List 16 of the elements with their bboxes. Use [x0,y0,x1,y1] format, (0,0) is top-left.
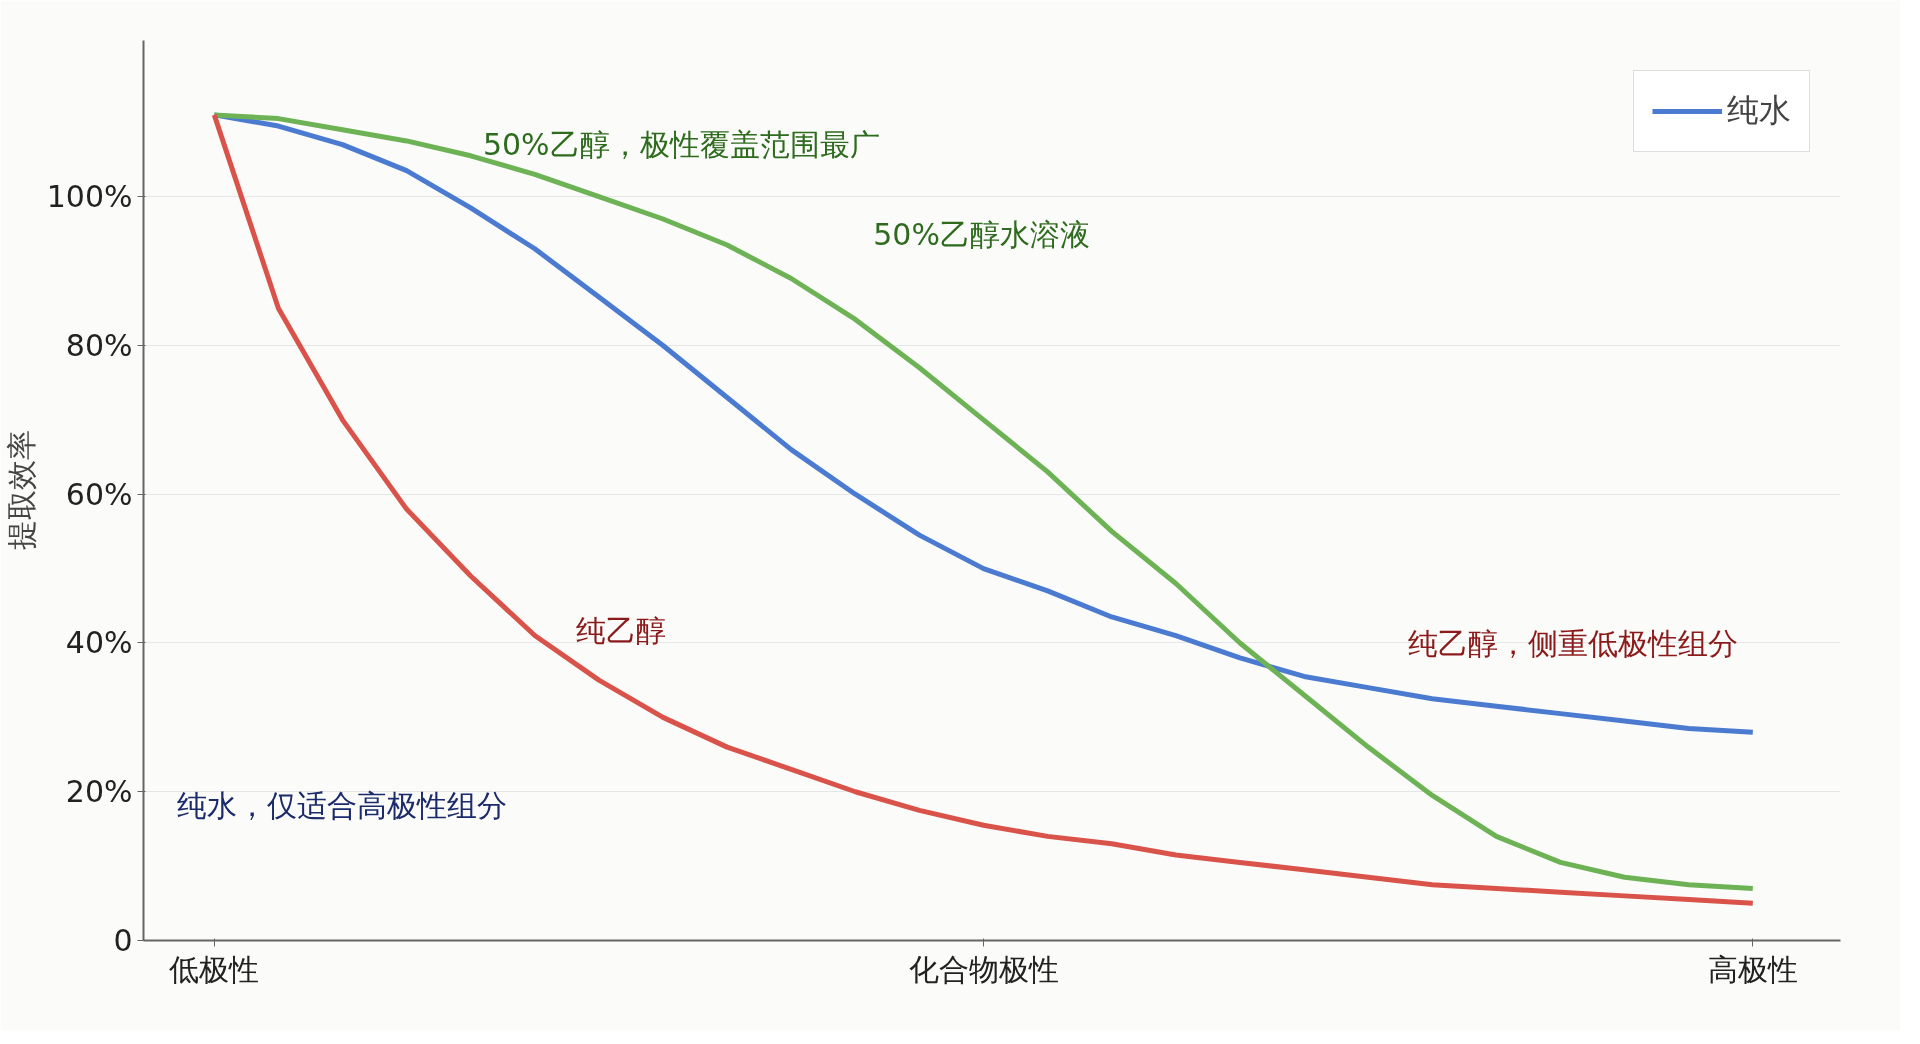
annotation: 纯水，仅适合高极性组分 [177,788,508,823]
annotation: 纯乙醇，侧重低极性组分 [1407,626,1738,661]
annotation: 50%乙醇水溶液 [873,216,1090,252]
x-tick-label: 化合物极性 [908,951,1059,987]
annotation: 50%乙醇，极性覆盖范围最广 [482,126,880,162]
x-tick-label: 高极性 [1707,951,1798,987]
x-tick-label: 低极性 [169,951,260,987]
y-axis-title: 提取效率 [3,430,39,551]
y-tick-label: 0 [113,923,133,958]
y-tick-label: 60% [65,476,133,512]
y-tick-label: 80% [65,327,133,363]
y-tick-label: 40% [65,625,133,661]
y-tick-label: 20% [65,774,133,810]
annotation: 纯乙醇 [576,612,667,648]
y-tick-label: 100% [46,179,133,215]
legend-label: 纯水 [1727,90,1791,131]
